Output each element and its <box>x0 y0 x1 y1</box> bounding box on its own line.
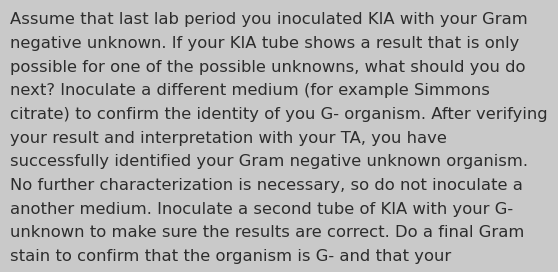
Text: No further characterization is necessary, so do not inoculate a: No further characterization is necessary… <box>10 178 523 193</box>
Text: citrate) to confirm the identity of you G- organism. After verifying: citrate) to confirm the identity of you … <box>10 107 547 122</box>
Text: stain to confirm that the organism is G- and that your: stain to confirm that the organism is G-… <box>10 249 451 264</box>
Text: unknown to make sure the results are correct. Do a final Gram: unknown to make sure the results are cor… <box>10 225 525 240</box>
Text: successfully identified your Gram negative unknown organism.: successfully identified your Gram negati… <box>10 154 528 169</box>
Text: your result and interpretation with your TA, you have: your result and interpretation with your… <box>10 131 447 146</box>
Text: another medium. Inoculate a second tube of KIA with your G-: another medium. Inoculate a second tube … <box>10 202 513 217</box>
Text: next? Inoculate a different medium (for example Simmons: next? Inoculate a different medium (for … <box>10 83 490 98</box>
Text: Assume that last lab period you inoculated KIA with your Gram: Assume that last lab period you inoculat… <box>10 12 528 27</box>
Text: possible for one of the possible unknowns, what should you do: possible for one of the possible unknown… <box>10 60 526 75</box>
Text: negative unknown. If your KIA tube shows a result that is only: negative unknown. If your KIA tube shows… <box>10 36 519 51</box>
